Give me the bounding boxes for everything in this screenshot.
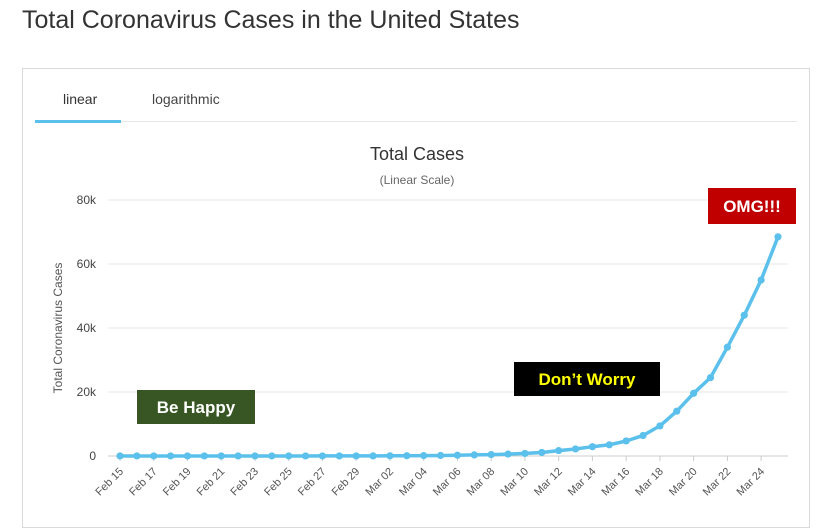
x-tick-label: Mar 10 <box>498 466 531 499</box>
data-point <box>150 452 158 460</box>
data-point <box>285 452 293 460</box>
data-point <box>369 452 377 460</box>
data-point <box>335 452 343 460</box>
x-tick-label: Mar 20 <box>667 466 700 499</box>
x-tick-label: Mar 12 <box>532 466 565 499</box>
data-point <box>740 311 748 319</box>
y-tick-label: 80k <box>77 193 97 207</box>
data-point <box>116 452 124 460</box>
annotation-worry-box <box>514 362 660 396</box>
x-tick-label: Feb 15 <box>93 466 126 499</box>
x-tick-label: Feb 29 <box>330 466 363 499</box>
chart-subtitle: (Linear Scale) <box>380 173 455 187</box>
tab-linear[interactable]: linear <box>63 91 98 107</box>
data-point <box>403 452 411 460</box>
data-point <box>301 452 310 460</box>
annotations: Be Happy Don’t Worry OMG!!! <box>137 188 796 424</box>
x-tick-label: Feb 27 <box>296 466 329 499</box>
x-tick-label: Feb 23 <box>228 466 261 499</box>
scale-tabs: linear logarithmic <box>35 69 797 123</box>
data-point <box>706 374 715 382</box>
data-point <box>639 431 647 440</box>
annotation-happy-text: Be Happy <box>157 398 236 417</box>
chart-card: linear logarithmic <box>22 68 810 528</box>
data-point <box>673 407 681 415</box>
data-point <box>420 452 428 460</box>
data-point <box>487 450 495 459</box>
data-point <box>605 441 613 449</box>
data-point <box>538 448 546 457</box>
data-point <box>167 452 175 460</box>
tab-logarithmic[interactable]: logarithmic <box>152 91 220 107</box>
x-tick-label: Mar 24 <box>735 466 768 499</box>
x-tick-label: Mar 02 <box>363 466 396 499</box>
data-point <box>757 276 765 284</box>
page-title: Total Coronavirus Cases in the United St… <box>22 6 520 34</box>
x-tick-label: Mar 18 <box>633 466 666 499</box>
data-point <box>352 452 360 460</box>
data-point <box>774 233 782 241</box>
x-tick-label: Mar 16 <box>600 466 633 499</box>
data-point <box>588 443 597 451</box>
x-tick-label: Mar 08 <box>465 466 498 499</box>
y-tick-label: 0 <box>89 449 96 463</box>
data-point <box>504 450 512 458</box>
y-tick-label: 40k <box>77 321 97 335</box>
x-tick-label: Feb 21 <box>195 466 228 499</box>
data-point <box>521 449 529 458</box>
x-tick-label: Mar 04 <box>397 466 430 499</box>
data-point <box>723 343 731 351</box>
data-point <box>251 452 259 460</box>
x-tick-label: Feb 19 <box>161 466 194 499</box>
data-point <box>183 452 192 460</box>
annotation-omg-box <box>708 188 796 224</box>
x-tick-label: Mar 06 <box>431 466 464 499</box>
x-tick-label: Feb 25 <box>262 466 295 499</box>
data-point <box>217 452 225 460</box>
data-point <box>234 452 242 460</box>
y-tick-label: 60k <box>77 257 97 271</box>
annotation-happy-box <box>137 390 255 424</box>
series-cases <box>116 233 782 460</box>
y-tick-label: 20k <box>77 385 97 399</box>
data-point <box>318 452 327 460</box>
x-tick-label: Mar 22 <box>701 466 734 499</box>
y-axis-label: Total Coronavirus Cases <box>51 263 65 394</box>
active-tab-indicator <box>35 120 121 123</box>
data-point <box>453 451 462 459</box>
data-point <box>386 452 394 460</box>
data-point <box>200 452 208 460</box>
x-tick-label: Mar 14 <box>566 466 599 499</box>
data-point <box>470 451 478 459</box>
x-tick-label: Feb 17 <box>127 466 160 499</box>
annotation-omg-text: OMG!!! <box>723 197 781 216</box>
data-point <box>268 452 276 460</box>
data-point <box>622 437 630 445</box>
x-axis-ticks: Feb 15 Feb 17 Feb 19 Feb 21 Feb 23 Feb 25 Feb … <box>93 456 767 498</box>
data-point <box>436 451 445 460</box>
data-point <box>571 445 580 453</box>
series-line <box>120 236 780 458</box>
annotation-worry-text: Don’t Worry <box>539 370 637 389</box>
data-point <box>690 389 698 397</box>
data-point <box>656 422 664 430</box>
data-point <box>133 452 141 460</box>
chart-title: Total Cases <box>370 144 464 164</box>
data-point <box>555 446 563 455</box>
